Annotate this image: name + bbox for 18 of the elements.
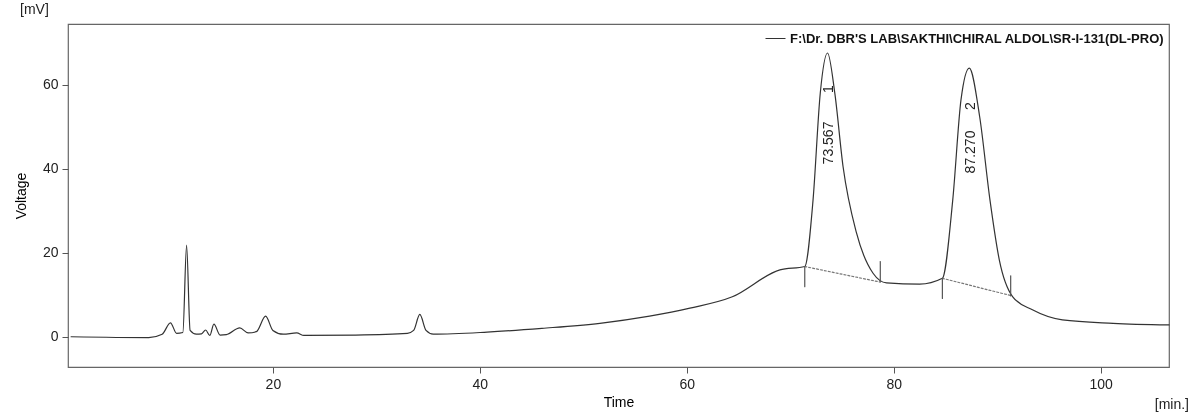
x-tick-label: 40 <box>472 375 489 392</box>
x-tick-label: 80 <box>886 375 903 392</box>
y-tick-label: 40 <box>42 160 59 177</box>
x-tick-label: 100 <box>1089 375 1114 392</box>
annotation: 87.270 <box>962 130 978 174</box>
x-axis-title: Time <box>603 393 635 410</box>
annotation: 2 <box>962 101 978 110</box>
y-axis-title: Voltage <box>12 172 29 220</box>
text: [mV] <box>20 1 49 17</box>
legend-label: F:\Dr. DBR'S LAB\SAKTHI\CHIRAL ALDOL\SR-I-131(DL-PRO) <box>790 30 1164 46</box>
annotation: 1 <box>820 84 836 93</box>
text: [min.] <box>1154 396 1189 412</box>
annotation: 73.567 <box>820 121 836 165</box>
x-tick-label: 20 <box>265 375 282 392</box>
y-tick-label: 0 <box>50 328 59 345</box>
x-tick-label: 60 <box>679 375 696 392</box>
y-tick-label: 20 <box>42 244 59 261</box>
y-tick-label: 60 <box>42 76 59 93</box>
